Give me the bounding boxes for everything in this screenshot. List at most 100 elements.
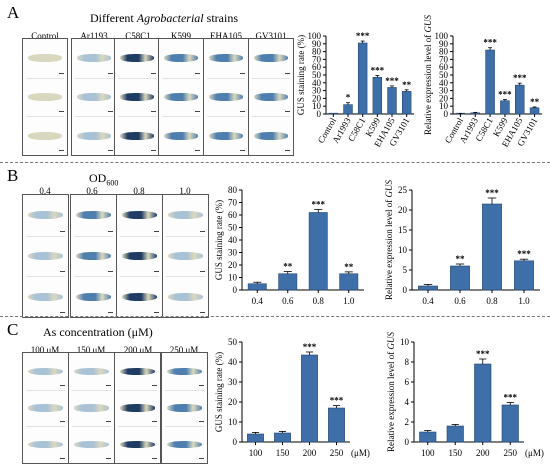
scale-bar [108,230,113,232]
cell-divider [26,426,65,428]
x-axis-unit: (μM) [351,448,370,458]
y-tick-label: 0 [403,285,408,295]
bar [301,354,318,443]
explant-strip [116,194,163,318]
bar [308,212,328,291]
scale-bar [200,312,205,313]
y-tick-label: 50 [228,223,238,233]
y-axis-label: Relative expression level of GUS [423,15,433,135]
scale-bar [154,312,159,313]
x-tick-label: 0.8 [486,296,498,306]
chart-b-expression: 0 5 10 15 20 25 Relative expression level of G… [384,180,540,306]
cell-divider [207,116,245,118]
explant-image [164,93,198,101]
panel-b-title: OD600 [89,171,118,187]
scale-bar [200,230,205,232]
y-axis-label-italic: GUS [386,332,396,350]
y-tick-label: 80 [312,47,322,57]
strip-label: 0.6 [86,186,98,196]
scale-bar [108,312,113,313]
explant-image [28,404,63,412]
y-tick-label: 6 [405,377,410,387]
bar [357,42,368,115]
explant-image [120,404,155,412]
explant-strip [203,38,249,156]
cell-divider [26,235,65,237]
cell-divider [118,389,157,391]
explant-strip [22,38,68,156]
cell-divider [120,235,159,237]
bar [387,87,397,115]
scale-bar [106,458,111,459]
x-tick-label: 200 [303,448,317,458]
cell-divider [74,235,113,237]
strip-label: GV3101 [255,31,287,41]
explant-image [28,211,63,220]
bar [401,91,412,115]
cell-divider [165,426,204,428]
y-tick-label: 10 [439,101,449,111]
y-axis-label-prefix: Relative expression level of [386,350,396,452]
strip-label: 1.0 [179,186,191,196]
y-tick-label: 90 [312,39,322,49]
significance-label: *** [356,31,370,41]
y-axis-label-italic: GUS [423,15,433,33]
explant-strip [162,194,209,318]
explant-image [164,131,198,140]
cell-divider [252,77,290,79]
panel-letter-b: B [7,166,19,185]
y-tick-label: 30 [228,377,238,387]
scale-bar [151,150,156,151]
cell-divider [165,389,204,391]
y-tick-label: 0 [233,437,238,447]
y-tick-label: 50 [228,337,238,347]
y-tick-label: 50 [312,70,322,80]
cell-divider [75,116,113,118]
cell-divider [72,389,111,391]
y-tick-label: 0 [317,109,322,119]
explant-image [120,93,154,101]
y-tick-label: 20 [439,93,449,103]
x-tick-label: 0.4 [422,296,434,306]
significance-label: * [346,93,351,103]
significance-label: *** [385,76,399,86]
panel-b-title-sub: 600 [106,178,119,188]
divider-a-b [0,162,550,163]
significance-label: *** [476,349,490,359]
explant-image [254,93,288,101]
bar [247,283,267,291]
x-tick-label: 0.4 [252,296,264,306]
significance-label: ** [456,254,466,264]
y-tick-label: 15 [398,225,408,235]
significance-label: ** [402,80,412,90]
bar [372,77,383,115]
explant-image [167,367,202,375]
explant-image [77,93,111,101]
bar [515,84,525,115]
panel-letter-c: C [7,320,19,339]
scale-bar [60,230,65,232]
cell-divider [207,77,245,79]
y-tick-label: 10 [398,245,408,255]
bar [474,363,492,443]
bar [500,100,510,115]
y-axis-label: GUS staining rate (%) [214,200,224,280]
cell-divider [26,77,64,79]
scale-bar [240,150,245,151]
explant-image [209,93,243,101]
chart-b-staining-rate: 0 10 20 30 40 50 60 70 80 GUS staining rate (%) 0.… [214,185,364,306]
scale-bar [154,271,159,273]
explant-image [120,441,155,449]
significance-label: *** [517,249,531,259]
y-tick-label: 4 [405,397,410,407]
cell-divider [26,116,64,118]
y-tick-label: 40 [228,357,238,367]
explant-image [28,54,62,63]
y-tick-label: 20 [312,93,322,103]
y-tick-label: 5 [403,265,408,275]
explant-image [209,131,243,140]
y-tick-label: 10 [228,417,238,427]
cell-divider [26,276,65,278]
y-tick-label: 2 [405,417,410,427]
cell-divider [75,77,113,79]
